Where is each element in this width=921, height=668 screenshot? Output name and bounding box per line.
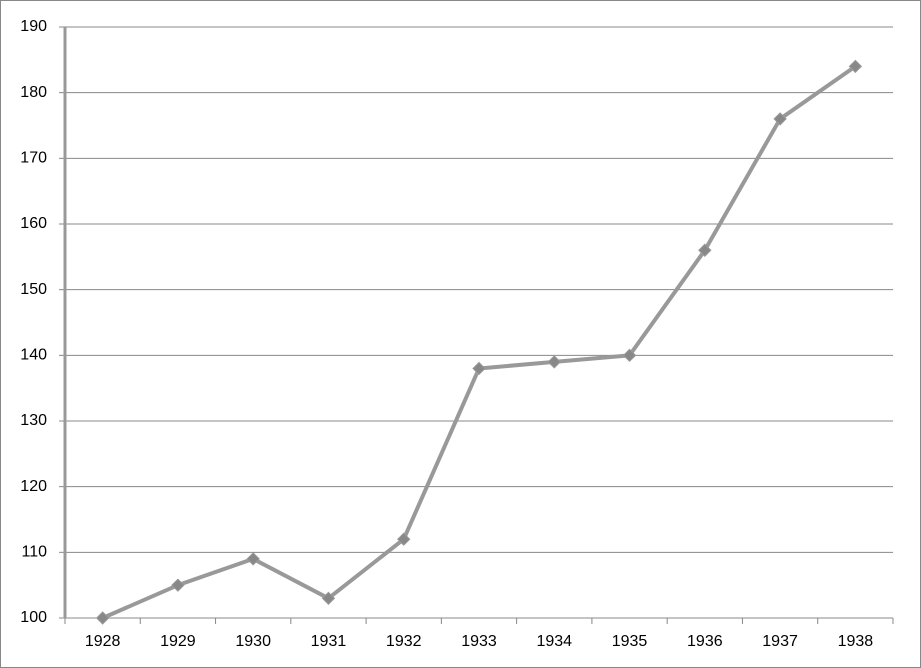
y-tick-label: 110 [21,544,47,561]
data-marker [246,552,260,566]
x-tick-label: 1930 [235,633,271,650]
data-marker [698,243,712,257]
y-tick-label: 100 [20,609,47,626]
y-tick-label: 190 [20,18,47,35]
x-tick-label: 1934 [536,633,572,650]
data-marker [321,591,336,606]
y-tick-label: 130 [20,412,47,429]
data-marker [773,112,787,126]
data-marker [397,532,411,546]
x-tick-label: 1932 [386,633,422,650]
y-tick-label: 140 [20,347,47,364]
data-marker [171,578,185,592]
data-marker [848,59,863,74]
data-marker [95,611,110,625]
x-tick-label: 1931 [311,633,347,650]
y-tick-label: 180 [20,84,47,101]
x-tick-label: 1935 [612,633,648,650]
x-tick-label: 1937 [762,633,798,650]
data-marker [472,361,486,376]
x-tick-label: 1938 [838,633,874,650]
y-tick-label: 170 [20,150,47,167]
x-tick-label: 1928 [85,633,121,650]
x-tick-label: 1936 [687,633,723,650]
x-tick-label: 1929 [160,633,196,650]
y-tick-label: 150 [20,281,47,298]
y-tick-label: 160 [20,215,47,232]
x-tick-label: 1933 [461,633,497,650]
data-marker [622,348,637,363]
y-tick-label: 120 [20,478,47,495]
data-marker [547,355,561,369]
